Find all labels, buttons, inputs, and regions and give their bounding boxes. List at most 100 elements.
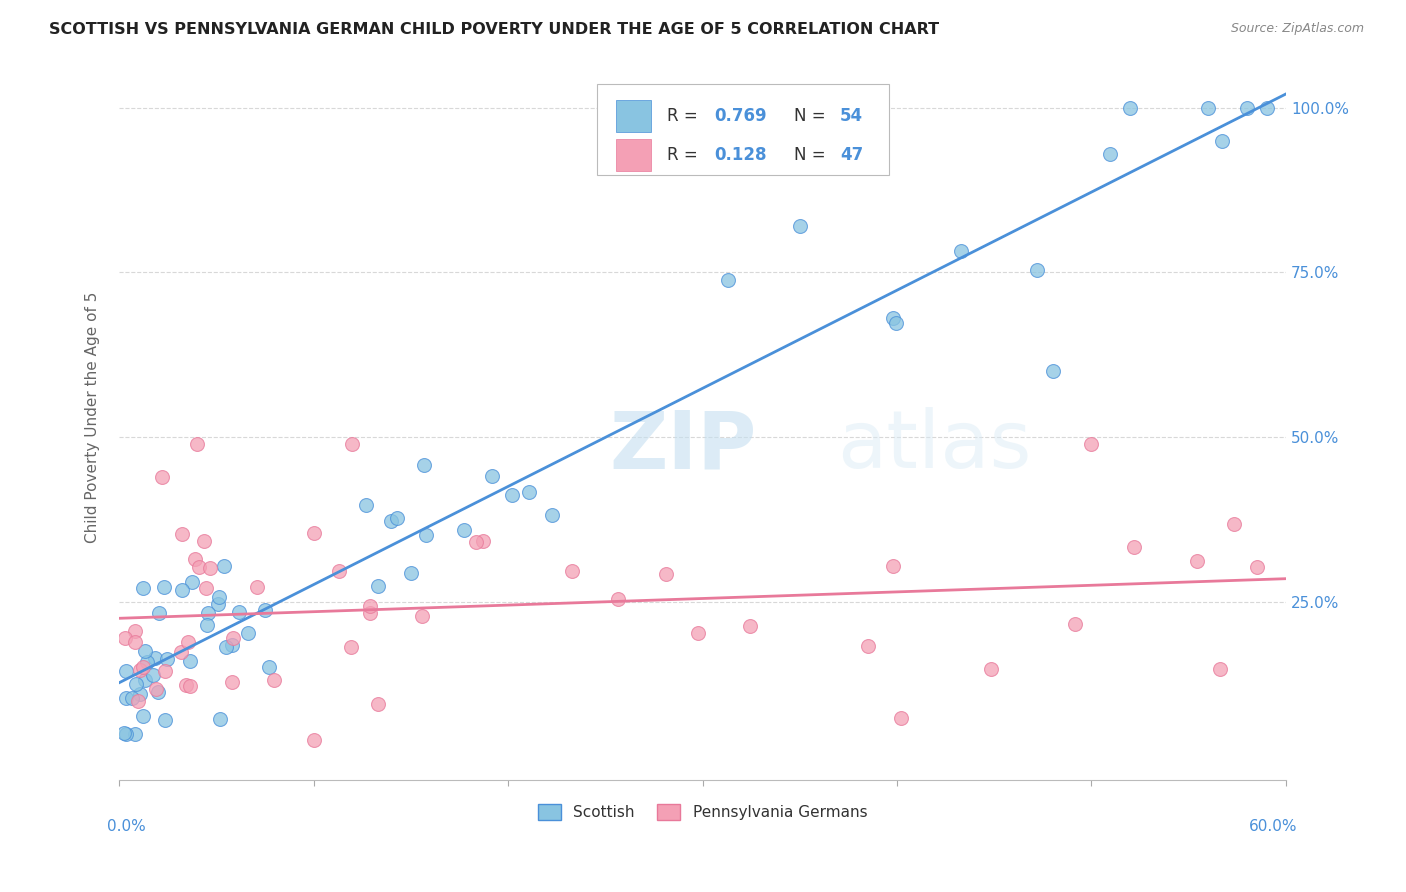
Point bbox=[1223, 516, 1246, 531]
Point bbox=[156, 652, 179, 666]
Point bbox=[259, 660, 281, 674]
Point bbox=[1064, 617, 1087, 632]
Point bbox=[413, 458, 436, 472]
Point bbox=[302, 733, 325, 747]
Point bbox=[472, 534, 495, 549]
Point bbox=[148, 606, 170, 620]
Point bbox=[890, 711, 912, 725]
Point bbox=[328, 564, 350, 578]
Point bbox=[115, 726, 138, 740]
Point bbox=[134, 644, 156, 658]
Point bbox=[155, 664, 177, 678]
Point bbox=[209, 712, 232, 726]
Point bbox=[208, 590, 231, 604]
Point bbox=[950, 244, 973, 258]
Point bbox=[184, 552, 207, 566]
Point bbox=[195, 617, 218, 632]
Point bbox=[127, 693, 149, 707]
Point bbox=[207, 598, 229, 612]
Point bbox=[236, 626, 259, 640]
Point bbox=[359, 606, 381, 620]
Point bbox=[738, 619, 761, 633]
Y-axis label: Child Poverty Under the Age of 5: Child Poverty Under the Age of 5 bbox=[86, 292, 100, 543]
Point bbox=[212, 559, 235, 574]
Point bbox=[115, 691, 138, 706]
Point bbox=[453, 523, 475, 537]
Point bbox=[112, 726, 135, 740]
Point bbox=[221, 674, 243, 689]
Point bbox=[339, 640, 361, 654]
Point bbox=[145, 681, 167, 696]
Point bbox=[179, 654, 201, 668]
Point bbox=[263, 673, 285, 687]
Point bbox=[607, 592, 630, 607]
Point bbox=[789, 219, 811, 234]
Point bbox=[124, 635, 146, 649]
Point bbox=[882, 311, 904, 326]
Text: 47: 47 bbox=[841, 146, 863, 164]
Point bbox=[124, 726, 146, 740]
Text: Source: ZipAtlas.com: Source: ZipAtlas.com bbox=[1230, 22, 1364, 36]
Point bbox=[354, 498, 377, 512]
Point bbox=[385, 511, 408, 525]
Point bbox=[187, 560, 209, 574]
FancyBboxPatch shape bbox=[598, 84, 889, 175]
Point bbox=[124, 624, 146, 639]
Point bbox=[114, 632, 136, 646]
Point bbox=[1123, 540, 1146, 554]
Point bbox=[136, 655, 159, 669]
Point bbox=[415, 528, 437, 542]
Text: 0.128: 0.128 bbox=[714, 146, 766, 164]
Point bbox=[1098, 147, 1121, 161]
Legend: Scottish, Pennsylvania Germans: Scottish, Pennsylvania Germans bbox=[531, 798, 873, 826]
Point bbox=[1256, 101, 1278, 115]
Point bbox=[177, 635, 200, 649]
Point bbox=[200, 561, 222, 575]
Point bbox=[1197, 101, 1219, 115]
Text: 60.0%: 60.0% bbox=[1249, 820, 1298, 835]
Point bbox=[399, 566, 422, 580]
Point bbox=[686, 625, 709, 640]
Point bbox=[884, 316, 907, 330]
Point bbox=[655, 566, 678, 581]
Point bbox=[170, 582, 193, 597]
Point bbox=[1236, 101, 1258, 115]
Point bbox=[517, 485, 540, 500]
Point bbox=[121, 691, 143, 706]
Text: atlas: atlas bbox=[837, 408, 1031, 485]
Point bbox=[1209, 662, 1232, 676]
Point bbox=[131, 581, 153, 595]
Point bbox=[465, 534, 488, 549]
Point bbox=[186, 436, 208, 450]
Point bbox=[481, 469, 503, 483]
Point bbox=[174, 678, 197, 692]
Point bbox=[143, 651, 166, 665]
Point bbox=[132, 660, 155, 674]
Point bbox=[115, 665, 138, 679]
Point bbox=[304, 526, 326, 541]
Point bbox=[146, 685, 169, 699]
Point bbox=[717, 273, 740, 287]
Point bbox=[195, 581, 218, 595]
Point bbox=[197, 606, 219, 620]
Point bbox=[134, 673, 156, 688]
Point bbox=[152, 580, 174, 594]
Point bbox=[246, 581, 269, 595]
Text: R =: R = bbox=[668, 107, 703, 125]
Text: 54: 54 bbox=[841, 107, 863, 125]
Point bbox=[1185, 553, 1208, 567]
Point bbox=[215, 640, 238, 654]
Point bbox=[980, 662, 1002, 676]
Point bbox=[380, 514, 402, 528]
Point bbox=[253, 603, 276, 617]
Point bbox=[228, 605, 250, 619]
Point bbox=[411, 609, 433, 624]
Text: R =: R = bbox=[668, 146, 703, 164]
Point bbox=[367, 697, 389, 711]
Point bbox=[1119, 101, 1142, 115]
Point bbox=[181, 574, 204, 589]
Point bbox=[193, 534, 215, 549]
Point bbox=[150, 470, 173, 484]
Point bbox=[221, 638, 243, 652]
Point bbox=[1026, 263, 1049, 277]
